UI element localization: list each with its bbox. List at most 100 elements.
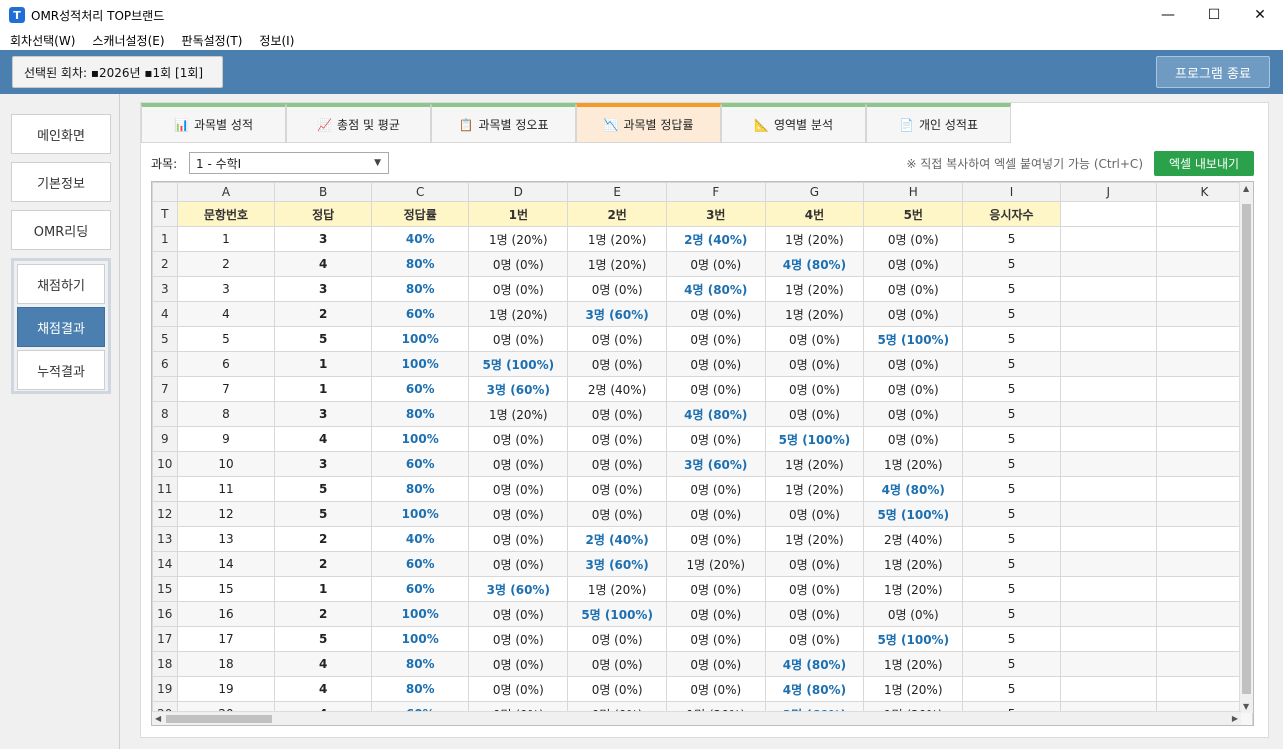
table-row[interactable]: 19 19 4 80% 0명 (0%) 0명 (0%) 0명 (0%) 4명 (80%) 1명 … [152,676,1253,702]
empty-cell [1155,276,1253,302]
table-cell: 4명 (80%) [764,651,865,677]
vertical-scrollbar[interactable]: ▲ ▼ [1239,182,1253,713]
empty-cell [1155,251,1253,277]
empty-cell [1059,676,1157,702]
tab-total-average[interactable]: 📈 총점 및 평균 [286,103,431,143]
table-row[interactable]: 17 17 5 100% 0명 (0%) 0명 (0%) 0명 (0%) 0명 (0%) 5명 … [152,626,1253,652]
table-cell: 15 [176,576,276,602]
menu-info[interactable]: 정보(I) [259,33,295,48]
table-row[interactable]: 6 6 1 100% 5명 (100%) 0명 (0%) 0명 (0%) 0명 (0%) 0명 … [152,351,1253,377]
table-cell: 1명 (20%) [567,576,668,602]
excel-export-button[interactable]: 엑셀 내보내기 [1154,151,1254,176]
table-cell: 1명 (20%) [863,676,964,702]
table-cell: 100% [371,501,470,527]
tab-area-analysis[interactable]: 📐 영역별 분석 [721,103,866,143]
column-header: 5번 [863,201,964,227]
table-row[interactable]: 3 3 3 80% 0명 (0%) 0명 (0%) 4명 (80%) 1명 (20%) 0명 (… [152,276,1253,302]
table-cell: 0명 (0%) [468,276,569,302]
table-cell: 1 [274,576,373,602]
table-row[interactable]: 18 18 4 80% 0명 (0%) 0명 (0%) 0명 (0%) 4명 (80%) 1명 … [152,651,1253,677]
horizontal-scroll-thumb[interactable] [166,715,272,723]
menu-scanner-settings[interactable]: 스캐너설정(E) [92,33,165,48]
menu-round-select[interactable]: 회차선택(W) [10,33,76,48]
table-cell: 0명 (0%) [666,351,766,377]
horizontal-scrollbar[interactable]: ◀ ▶ [152,711,1241,725]
sidebar-item-omr-reading[interactable]: OMR리딩 [11,210,111,250]
row-number: 7 [152,376,178,402]
sidebar-item-cumulative-results[interactable]: 누적결과 [17,350,105,390]
selected-round-box: 선택된 회차: ▪2026년 ▪1회 [1회] [12,56,223,88]
tab-answer-sheet[interactable]: 📋 과목별 정오표 [431,103,576,143]
table-row[interactable]: 4 4 2 60% 1명 (20%) 3명 (60%) 0명 (0%) 1명 (20%) 0명 … [152,301,1253,327]
table-cell: 3명 (60%) [468,576,569,602]
table-cell: 0명 (0%) [863,426,964,452]
table-row[interactable]: 2 2 4 80% 0명 (0%) 1명 (20%) 0명 (0%) 4명 (80%) 0명 (… [152,251,1253,277]
table-cell: 0명 (0%) [567,401,668,427]
table-cell: 5 [962,226,1061,252]
column-header: 문항번호 [176,201,276,227]
maximize-button[interactable]: ☐ [1207,7,1221,23]
top-bar: 선택된 회차: ▪2026년 ▪1회 [1회] 프로그램 종료 [0,50,1283,94]
sidebar-item-grading[interactable]: 채점하기 [17,264,105,304]
table-row[interactable]: 14 14 2 60% 0명 (0%) 3명 (60%) 1명 (20%) 0명 (0%) 1명… [152,551,1253,577]
tab-subject-scores[interactable]: 📊 과목별 성적 [141,103,286,143]
table-row[interactable]: 1 1 3 40% 1명 (20%) 1명 (20%) 2명 (40%) 1명 (20%) 0명… [152,226,1253,252]
table-cell: 60% [371,551,470,577]
table-cell: 8 [176,401,276,427]
table-cell: 1명 (20%) [863,551,964,577]
empty-cell [1155,576,1253,602]
row-number: 12 [152,501,178,527]
sidebar-item-grading-results[interactable]: 채점결과 [17,307,105,347]
table-cell: 0명 (0%) [468,501,569,527]
table-row[interactable]: 11 11 5 80% 0명 (0%) 0명 (0%) 0명 (0%) 1명 (20%) 4명 … [152,476,1253,502]
window-controls: — ☐ ✕ [1145,0,1283,30]
table-cell: 60% [371,376,470,402]
menu-read-settings[interactable]: 판독설정(T) [181,33,243,48]
table-row[interactable]: 10 10 3 60% 0명 (0%) 0명 (0%) 3명 (60%) 1명 (20%) 1명… [152,451,1253,477]
table-row[interactable]: 7 7 1 60% 3명 (60%) 2명 (40%) 0명 (0%) 0명 (0%) 0명 (… [152,376,1253,402]
column-header: 3번 [666,201,766,227]
sidebar-item-main[interactable]: 메인화면 [11,114,111,154]
table-cell: 1명 (20%) [863,651,964,677]
row-number: 3 [152,276,178,302]
table-cell: 0명 (0%) [666,601,766,627]
table-cell: 0명 (0%) [764,326,865,352]
empty-cell [1059,551,1157,577]
table-row[interactable]: 5 5 5 100% 0명 (0%) 0명 (0%) 0명 (0%) 0명 (0%) 5명 (1… [152,326,1253,352]
column-header: 4번 [764,201,865,227]
scroll-down-icon[interactable]: ▼ [1243,702,1250,711]
scroll-up-icon[interactable]: ▲ [1243,184,1250,193]
table-row[interactable]: 16 16 2 100% 0명 (0%) 5명 (100%) 0명 (0%) 0명 (0%) 0… [152,601,1253,627]
scroll-right-icon[interactable]: ▶ [1231,714,1238,723]
empty-cell [1059,376,1157,402]
exit-program-button[interactable]: 프로그램 종료 [1156,56,1270,88]
tab-correct-rate[interactable]: 📉 과목별 정답률 [576,103,721,143]
table-cell: 5 [962,576,1061,602]
table-cell: 4 [274,426,373,452]
table-row[interactable]: 8 8 3 80% 1명 (20%) 0명 (0%) 4명 (80%) 0명 (0%) 0명 (… [152,401,1253,427]
results-grid[interactable]: A B C D E F G H I J K T 문항번호 정답 정답률 1번 2번 3번 4번 5번 응시자수 1 1 3 40… [151,181,1254,726]
column-header: 정답 [274,201,373,227]
minimize-button[interactable]: — [1161,7,1175,23]
table-cell: 100% [371,326,470,352]
sidebar-item-basic-info[interactable]: 기본정보 [11,162,111,202]
table-cell: 60% [371,301,470,327]
table-row[interactable]: 9 9 4 100% 0명 (0%) 0명 (0%) 0명 (0%) 5명 (100%) 0명 … [152,426,1253,452]
empty-cell [1059,451,1157,477]
close-button[interactable]: ✕ [1254,7,1266,23]
vertical-scroll-thumb[interactable] [1242,204,1251,694]
table-cell: 1명 (20%) [468,301,569,327]
column-header: 2번 [567,201,668,227]
table-cell: 0명 (0%) [666,301,766,327]
table-row[interactable]: 12 12 5 100% 0명 (0%) 0명 (0%) 0명 (0%) 0명 (0%) 5명 … [152,501,1253,527]
table-cell: 1명 (20%) [863,576,964,602]
tab-personal-report[interactable]: 📄 개인 성적표 [866,103,1011,143]
subject-dropdown[interactable]: 1 - 수학I ▼ [189,152,389,174]
table-cell: 2 [274,526,373,552]
scroll-left-icon[interactable]: ◀ [155,714,162,723]
table-cell: 100% [371,601,470,627]
table-row[interactable]: 15 15 1 60% 3명 (60%) 1명 (20%) 0명 (0%) 0명 (0%) 1명… [152,576,1253,602]
table-row[interactable]: 13 13 2 40% 0명 (0%) 2명 (40%) 0명 (0%) 1명 (20%) 2명… [152,526,1253,552]
table-cell: 4 [274,676,373,702]
table-cell: 40% [371,526,470,552]
